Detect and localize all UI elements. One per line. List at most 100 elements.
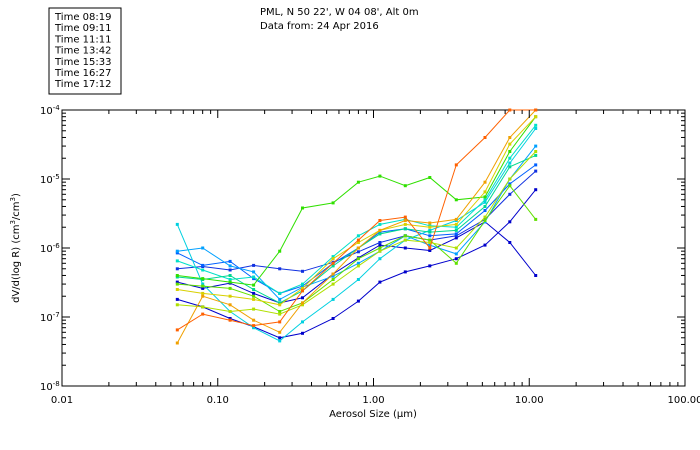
data-point	[454, 198, 458, 202]
data-point	[428, 238, 432, 242]
data-point	[454, 252, 458, 256]
data-point	[278, 336, 282, 340]
data-point	[508, 165, 512, 169]
data-point	[228, 317, 232, 320]
data-point	[278, 339, 282, 343]
data-point	[278, 330, 282, 334]
x-axis: 0.01 0.10 1.00 10.00 100.00	[51, 110, 700, 406]
data-point	[201, 277, 205, 281]
data-point	[534, 188, 538, 192]
y-tick-label: 10-4	[40, 104, 60, 117]
data-point	[378, 241, 382, 244]
data-point	[356, 241, 360, 244]
data-point	[483, 180, 487, 184]
legend-entry: Time 13:42	[54, 46, 111, 57]
data-point	[508, 184, 512, 188]
data-point	[508, 192, 512, 196]
y-axis: 10-8 10-7 10-6 10-5 10-4	[40, 104, 685, 393]
series-layer	[175, 108, 538, 345]
data-point	[228, 303, 232, 307]
data-point	[175, 259, 179, 263]
data-point	[278, 320, 282, 324]
data-point	[454, 261, 458, 265]
data-point	[252, 294, 256, 298]
data-point	[252, 307, 256, 311]
data-point	[252, 263, 256, 267]
data-point	[252, 283, 256, 287]
data-point	[301, 206, 304, 210]
data-point	[228, 318, 232, 322]
data-point	[201, 282, 205, 286]
x-tick-label: 0.01	[51, 395, 73, 406]
plot-frame	[61, 109, 686, 387]
data-point	[356, 264, 360, 268]
y-tick-label: 10-8	[40, 380, 60, 393]
data-point	[278, 297, 282, 301]
data-point	[228, 274, 232, 277]
data-point	[175, 297, 179, 301]
data-point	[508, 136, 512, 139]
data-point	[252, 297, 256, 301]
data-point	[301, 303, 304, 307]
data-point	[331, 257, 335, 261]
series-line	[176, 109, 537, 344]
data-point	[403, 234, 407, 238]
data-point	[378, 219, 382, 222]
data-point	[428, 246, 432, 250]
series	[175, 115, 538, 307]
data-point	[301, 331, 304, 335]
legend-entry: Time 17:12	[54, 79, 111, 90]
data-point	[331, 297, 335, 301]
data-point	[508, 156, 512, 160]
data-point	[508, 161, 512, 165]
data-point	[534, 108, 538, 112]
series	[175, 150, 538, 316]
legend-box	[48, 7, 122, 95]
data-point	[201, 286, 205, 290]
data-point	[356, 299, 360, 303]
data-point	[483, 198, 487, 202]
data-point	[228, 294, 232, 298]
data-point	[331, 264, 335, 268]
data-point	[534, 217, 538, 221]
data-point	[454, 236, 458, 240]
data-point	[454, 225, 458, 229]
y-axis-label: dV/d(log R) (cm3/cm3)	[9, 193, 22, 303]
data-point	[278, 310, 282, 313]
data-point	[454, 217, 458, 221]
data-point	[175, 249, 179, 253]
data-point	[201, 312, 205, 316]
data-point	[252, 277, 256, 281]
data-point	[534, 274, 538, 277]
data-point	[454, 232, 458, 236]
data-point	[278, 249, 282, 253]
data-point	[403, 222, 407, 226]
data-point	[356, 238, 360, 242]
data-point	[378, 280, 382, 284]
data-point	[428, 241, 432, 244]
data-point	[508, 220, 512, 224]
data-point	[428, 230, 432, 234]
data-point	[331, 274, 335, 278]
data-point	[508, 177, 512, 181]
x-tick-label: 1.00	[362, 395, 384, 406]
data-point	[301, 320, 304, 324]
data-point	[331, 278, 335, 281]
data-point	[508, 108, 512, 112]
data-point	[428, 221, 432, 225]
data-point	[508, 150, 512, 153]
data-point	[534, 115, 538, 119]
data-point	[534, 163, 538, 167]
data-point	[201, 294, 205, 298]
data-point	[534, 144, 538, 148]
x-tick-label: 0.10	[207, 395, 229, 406]
data-point	[356, 234, 360, 238]
data-point	[301, 282, 304, 286]
data-point	[428, 225, 432, 229]
data-point	[331, 255, 335, 259]
data-point	[454, 234, 458, 238]
data-point	[403, 246, 407, 250]
legend-entry: Time 15:33	[54, 57, 111, 68]
data-point	[228, 278, 232, 281]
